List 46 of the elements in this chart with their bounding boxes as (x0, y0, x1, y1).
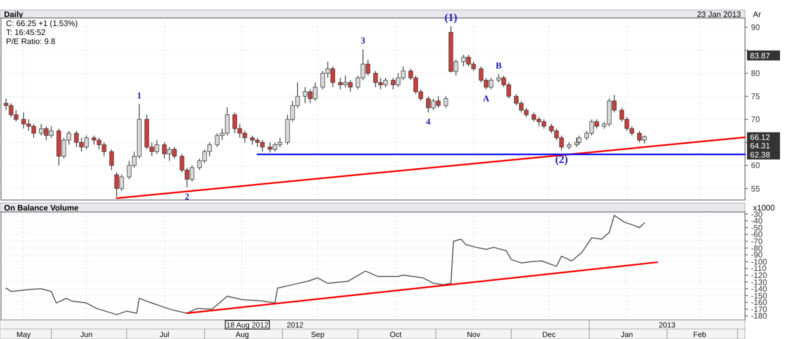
y-tick-label: -150 (751, 291, 768, 300)
text: 83.87 (750, 51, 771, 60)
text: 66.12 (750, 133, 771, 142)
candlestick (444, 96, 448, 108)
annotation: C: 66.25 +1 (1.53%) (6, 19, 78, 28)
chart-subtitle: 23 Jan 2013 (696, 10, 742, 19)
text: 62.38 (750, 150, 771, 160)
y-tick-label: 70 (751, 115, 760, 124)
y-tick-label: -170 (751, 304, 768, 314)
y-tick-label: 90 (751, 23, 760, 32)
candlestick (574, 137, 579, 148)
y-tick-label: 60 (751, 161, 760, 170)
chart-title: On Balance Volume (4, 204, 80, 212)
annotation: 4 (426, 116, 432, 127)
annotation: B (496, 60, 502, 70)
y-axis-title: Ar (753, 10, 762, 19)
chart-title: Daily (4, 10, 24, 19)
y-tick-label: -50 (751, 223, 764, 232)
y-tick-label: -60 (751, 230, 764, 240)
candlestick (109, 148, 114, 170)
y-tick-label: -70 (751, 237, 764, 246)
annotation: 3 (360, 35, 366, 46)
line-series (6, 214, 645, 316)
annotation: (2) (555, 154, 568, 166)
y-tick-label: -160 (751, 298, 768, 308)
y-tick-label: 80 (751, 69, 760, 78)
y-axis-title: x1000 (753, 204, 776, 212)
annotation: 1 (136, 90, 142, 100)
annotation: 2 (184, 192, 190, 202)
annotation: P/E Ratio: 9.8 (6, 37, 56, 46)
y-tick-label: -130 (751, 278, 768, 287)
candlestick (576, 135, 582, 146)
y-tick-label: 75 (751, 92, 760, 102)
y-tick-label: -40 (751, 216, 764, 226)
y-tick-label: -140 (751, 284, 768, 294)
y-tick-label: -30 (751, 210, 764, 219)
y-tick-label: -110 (751, 264, 767, 274)
y-tick-label: -120 (751, 270, 768, 280)
y-tick-label: -180 (751, 312, 768, 321)
text: 64.31 (750, 141, 771, 150)
y-tick-label: -80 (751, 244, 764, 253)
annotation: A (482, 94, 490, 104)
y-tick-label: -90 (751, 250, 764, 260)
y-tick-label: -100 (751, 257, 768, 266)
annotation: T: 16:45:52 (6, 28, 46, 37)
y-tick-label: 55 (751, 184, 760, 194)
